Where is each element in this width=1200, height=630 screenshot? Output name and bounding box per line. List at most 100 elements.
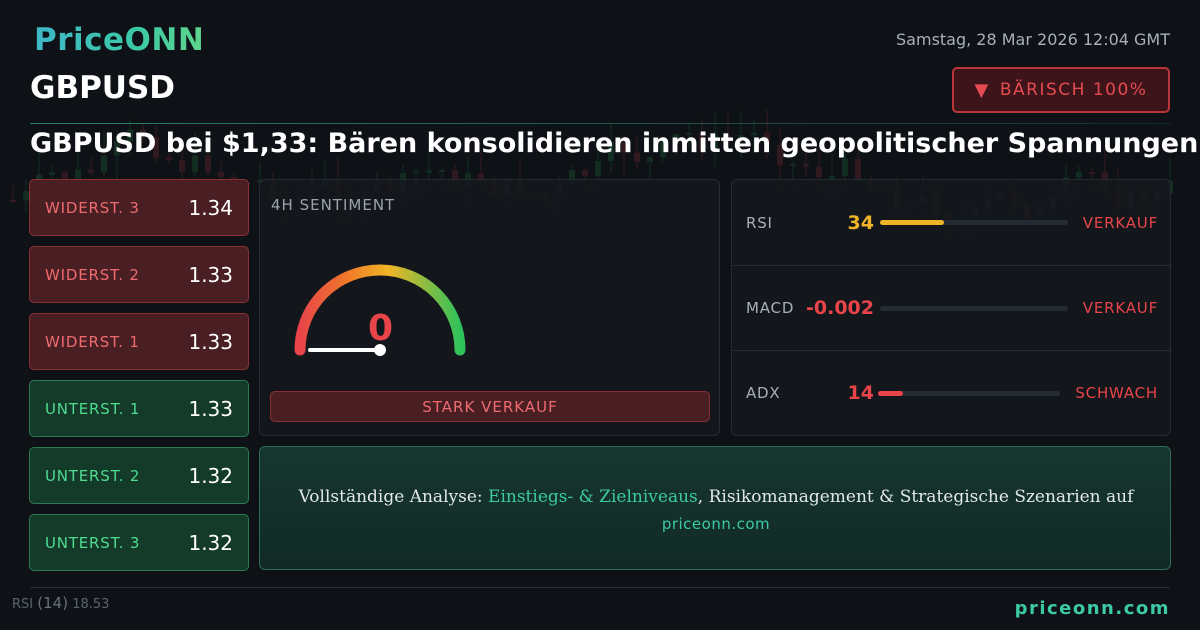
level-value: 1.33 <box>188 396 233 421</box>
bg-candle-body <box>855 159 861 180</box>
bg-candle-body <box>803 163 809 167</box>
bias-label: BÄRISCH 100% <box>999 80 1148 100</box>
sentiment-gauge <box>294 264 466 356</box>
level-resistance-3: WIDERST. 3 1.34 <box>29 179 249 236</box>
bg-candle-body <box>725 135 731 138</box>
bg-candle-body <box>816 166 822 178</box>
bg-candle-body <box>673 134 679 142</box>
indicator-name: ADX <box>746 384 781 402</box>
level-label: WIDERST. 1 <box>45 332 140 351</box>
sentiment-title: 4H SENTIMENT <box>271 196 396 214</box>
level-support-3: UNTERST. 3 1.32 <box>29 514 249 571</box>
footer-rsi-watermark: RSI (14) 18.53 <box>12 594 109 612</box>
bg-candle-body <box>634 152 640 163</box>
bg-candle-body <box>192 155 198 172</box>
bg-candle-body <box>49 172 55 175</box>
bg-candle-body <box>647 157 653 163</box>
bg-candle-body <box>777 144 783 166</box>
bg-candle-body <box>582 170 588 176</box>
indicator-adx: ADX 14 SCHWACH <box>732 350 1172 435</box>
bias-badge: ▼ BÄRISCH 100% <box>952 67 1170 113</box>
bg-candle-body <box>686 132 692 135</box>
gauge-pivot <box>374 344 386 356</box>
bg-candle-body <box>751 132 757 136</box>
level-value: 1.33 <box>188 329 233 354</box>
bg-candle-body <box>842 159 848 177</box>
indicator-value: 14 <box>847 382 874 404</box>
indicator-macd: MACD -0.002 VERKAUF <box>732 265 1172 350</box>
level-label: UNTERST. 1 <box>45 399 141 418</box>
bg-candle-body <box>62 172 68 180</box>
footer-rsi-label: RSI <box>12 597 34 612</box>
indicator-signal: VERKAUF <box>1082 299 1158 317</box>
bg-candle-body <box>569 170 575 184</box>
bg-candle-body <box>699 132 705 150</box>
brand-logo: PriceONN <box>34 22 205 58</box>
bg-candle-body <box>621 142 627 153</box>
cta-prefix: Vollständige Analyse: <box>298 487 489 507</box>
indicator-track <box>880 220 1068 225</box>
bg-candle-body <box>166 157 172 161</box>
bg-candle-body <box>1076 171 1082 178</box>
headline: GBPUSD bei $1,33: Bären konsolidieren in… <box>30 128 1199 159</box>
bg-candle-body <box>179 160 185 172</box>
level-support-1: UNTERST. 1 1.33 <box>29 380 249 437</box>
indicator-name: RSI <box>746 213 773 232</box>
indicator-track <box>878 390 1060 396</box>
bg-candle-body <box>127 129 133 142</box>
level-label: WIDERST. 3 <box>45 198 140 217</box>
cta-text: Vollständige Analyse: Einstiegs- & Zieln… <box>260 487 1172 507</box>
indicator-value: 34 <box>847 211 874 234</box>
triangle-down-icon: ▼ <box>974 79 990 101</box>
footer-rsi-value: 18.53 <box>72 597 110 612</box>
cta-suffix: , Risikomanagement & Strategische Szenar… <box>697 487 1134 507</box>
bg-candle-body <box>829 176 835 179</box>
bg-candle-body <box>205 155 211 172</box>
gauge-arc <box>294 264 466 356</box>
level-label: WIDERST. 2 <box>45 265 140 284</box>
level-resistance-1: WIDERST. 1 1.33 <box>29 313 249 370</box>
bg-candle-body <box>712 135 718 150</box>
bg-candle-body <box>660 141 666 158</box>
bg-candle-body <box>10 200 16 202</box>
levels-list: WIDERST. 3 1.34 WIDERST. 2 1.33 WIDERST.… <box>29 179 249 581</box>
bg-candle-body <box>114 141 120 156</box>
analysis-cta[interactable]: Vollständige Analyse: Einstiegs- & Zieln… <box>259 446 1171 570</box>
level-resistance-2: WIDERST. 2 1.33 <box>29 246 249 303</box>
indicator-track <box>880 305 1068 311</box>
sentiment-verdict: STARK VERKAUF <box>270 391 710 422</box>
indicator-signal: VERKAUF <box>1082 213 1158 232</box>
indicator-value: -0.002 <box>806 297 874 319</box>
bg-candle-body <box>426 170 432 173</box>
level-value: 1.34 <box>188 195 233 220</box>
indicator-signal: SCHWACH <box>1075 384 1158 402</box>
indicator-fill <box>880 220 944 225</box>
indicators-panel: RSI 34 VERKAUF MACD -0.002 VERKAUF ADX 1… <box>731 179 1172 436</box>
bg-candle-body <box>1089 171 1095 174</box>
cta-link[interactable]: priceonn.com <box>661 515 771 533</box>
indicator-fill <box>878 390 904 396</box>
cta-highlight: Einstiegs- & Zielniveaus <box>488 487 698 507</box>
level-value: 1.32 <box>188 463 233 488</box>
level-label: UNTERST. 3 <box>45 533 141 552</box>
bg-candle-body <box>764 132 770 145</box>
sentiment-value: 0 <box>368 308 394 349</box>
level-support-2: UNTERST. 2 1.32 <box>29 447 249 504</box>
bg-candle-body <box>218 171 224 177</box>
bg-candle-body <box>595 161 601 176</box>
symbol-title: GBPUSD <box>30 70 176 106</box>
bg-candle-body <box>452 170 458 187</box>
indicator-name: MACD <box>746 299 795 317</box>
bg-candle-body <box>790 163 796 166</box>
bg-candle-body <box>140 129 146 138</box>
footer-divider <box>30 587 1170 588</box>
header-divider <box>30 123 1170 124</box>
footer-brand-link[interactable]: priceonn.com <box>1014 598 1170 619</box>
footer-rsi-period: (14) <box>37 594 69 612</box>
bg-candle-body <box>75 169 81 180</box>
bg-candle-body <box>478 173 484 181</box>
bg-candle-body <box>23 190 29 201</box>
bg-candle-body <box>413 171 419 174</box>
bg-candle-body <box>101 155 107 173</box>
level-label: UNTERST. 2 <box>45 466 141 485</box>
